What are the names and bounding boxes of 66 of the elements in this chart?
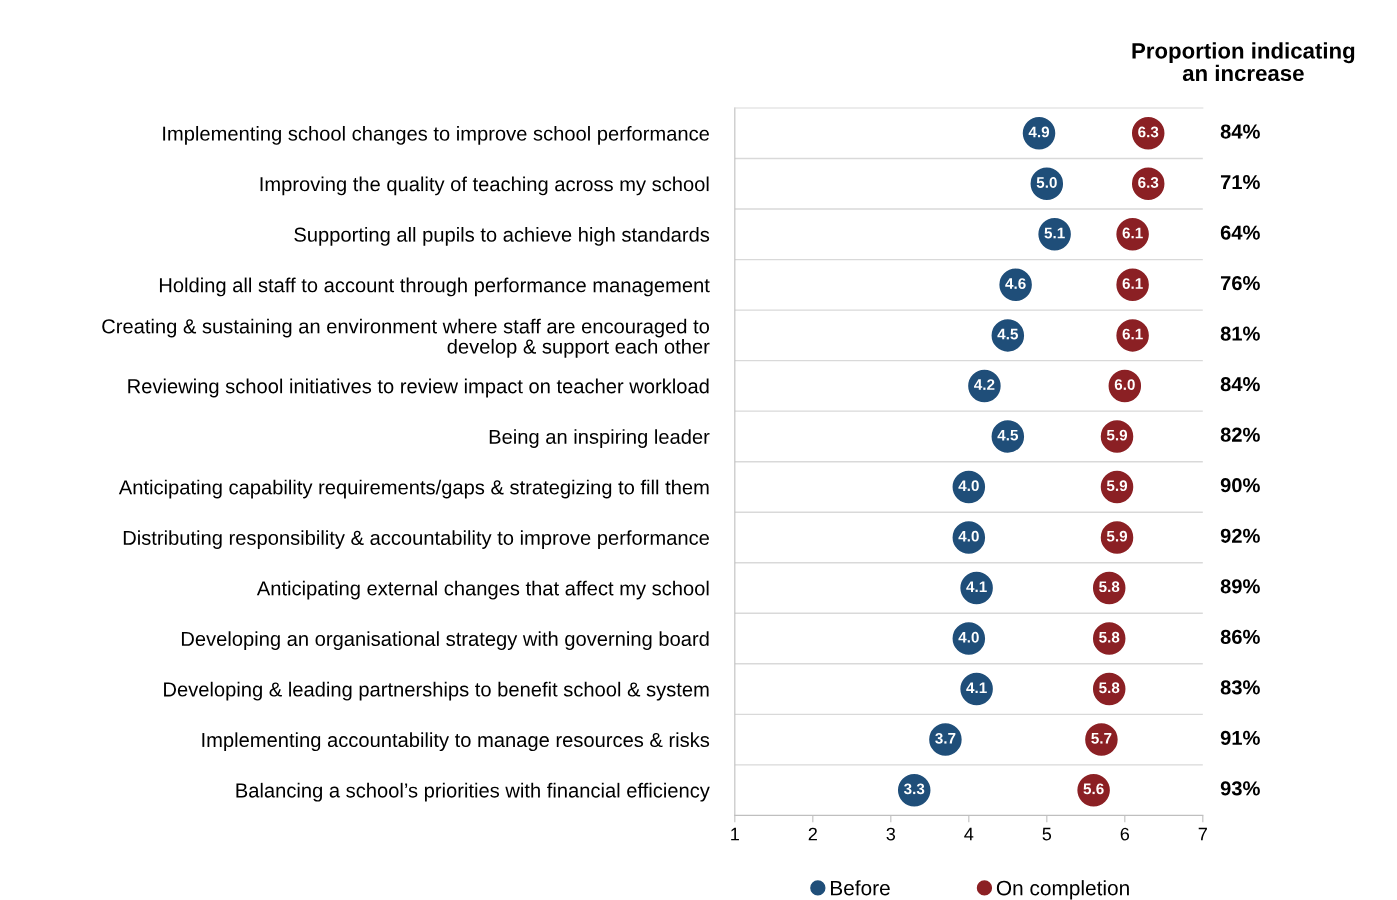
y-tick-label: Implementing school changes to improve school performance: [163, 125, 709, 145]
data-label: 3.3: [903, 783, 925, 795]
data-label: 5.8: [1099, 682, 1120, 694]
data-label: 4.0: [958, 480, 979, 492]
text: 93%: [1220, 781, 1260, 796]
text: 86%: [1220, 629, 1260, 644]
data-label: 5.7: [1091, 733, 1112, 744]
x-tick-label: 7: [1198, 827, 1207, 841]
data-label: 4.9: [1028, 126, 1050, 138]
data-label: 4.0: [958, 631, 979, 643]
text: 81%: [1220, 326, 1260, 341]
data-label: 5.0: [1036, 177, 1057, 188]
data-label: 6.3: [1138, 126, 1159, 138]
legend-label: On completion: [996, 880, 1129, 900]
data-label: 5.6: [1083, 783, 1104, 795]
text: Proportion indicating an increase: [1132, 42, 1355, 82]
data-label: 4.1: [966, 682, 987, 694]
data-label: 6.1: [1122, 227, 1143, 239]
y-tick-label: Implementing accountability to manage resources & risks: [202, 732, 710, 752]
data-label: 6.0: [1114, 379, 1135, 391]
text: 89%: [1220, 579, 1260, 594]
data-label: 5.9: [1106, 429, 1128, 441]
data-label: 4.2: [974, 379, 995, 390]
y-tick-label: Holding all staff to account through performance management: [159, 277, 710, 297]
data-label: 5.9: [1106, 480, 1128, 492]
y-tick-label: Balancing a school’s priorities with financial efficiency: [236, 782, 710, 802]
text: 84%: [1220, 377, 1260, 392]
data-label: 4.6: [1005, 278, 1026, 289]
y-tick-label: Developing an organisational strategy with governing board: [181, 631, 709, 651]
y-tick-label: Developing & leading partnerships to benefit school & system: [164, 681, 709, 701]
y-tick-label: Supporting all pupils to achieve high standards: [294, 227, 710, 246]
data-label: 6.1: [1122, 278, 1143, 289]
y-tick-label: Distributing responsibility & accountability to improve performance: [123, 530, 709, 549]
text: 91%: [1220, 730, 1260, 746]
data-label: 5.8: [1099, 631, 1120, 643]
text: 92%: [1220, 528, 1260, 543]
y-tick-label: Anticipating external changes that affect my school: [256, 580, 709, 600]
legend-label: Before: [831, 880, 890, 896]
data-label: 5.9: [1106, 530, 1128, 542]
data-label: 6.3: [1138, 177, 1159, 188]
y-tick-label: Anticipating capability requirements/gaps & strategizing to fill them: [118, 479, 709, 499]
y-tick-label: Creating & sustaining an environment where staff are encouraged to develop & support each other: [102, 318, 710, 358]
y-tick-label: Reviewing school initiatives to review impact on teacher workload: [128, 378, 709, 398]
data-label: 6.1: [1122, 328, 1143, 340]
text: 90%: [1220, 478, 1260, 493]
x-tick-label: 1: [731, 827, 739, 841]
data-label: 4.0: [958, 530, 979, 542]
y-tick-label: Improving the quality of teaching across my school: [260, 176, 709, 196]
text: 71%: [1220, 174, 1260, 190]
text: 82%: [1220, 427, 1260, 442]
data-label: 4.5: [997, 429, 1019, 441]
x-tick-label: 3: [886, 827, 896, 841]
text: 64%: [1220, 225, 1260, 240]
data-label: 5.1: [1044, 227, 1065, 239]
x-tick-label: 6: [1120, 827, 1130, 841]
y-tick-label: Being an inspiring leader: [489, 429, 710, 448]
x-tick-label: 4: [964, 827, 974, 841]
text: 76%: [1220, 276, 1260, 291]
x-tick-label: 2: [808, 827, 817, 841]
data-label: 5.8: [1099, 581, 1120, 593]
text: 84%: [1220, 124, 1260, 139]
x-tick-label: 5: [1042, 827, 1052, 841]
data-label: 4.1: [966, 581, 987, 592]
data-label: 3.7: [935, 732, 956, 744]
text: 83%: [1220, 680, 1260, 695]
data-label: 4.5: [997, 328, 1019, 340]
